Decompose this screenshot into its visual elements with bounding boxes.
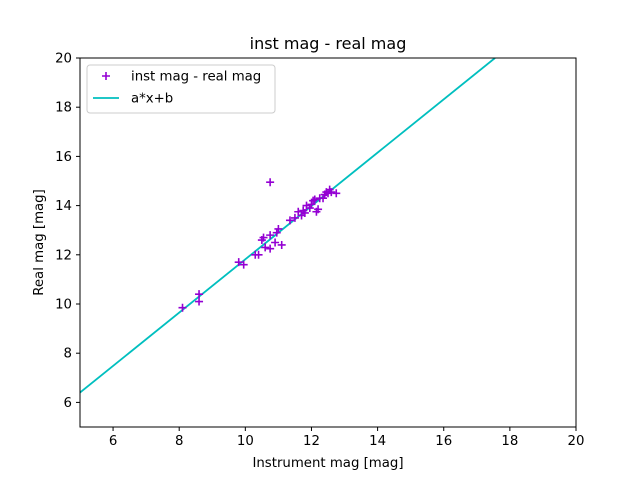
data-point bbox=[271, 238, 280, 247]
y-axis: 6 8 10 12 14 16 18 20 bbox=[55, 52, 80, 411]
x-tick-label: 10 bbox=[237, 434, 254, 449]
data-point bbox=[266, 244, 275, 253]
data-point bbox=[307, 200, 316, 209]
data-point bbox=[195, 297, 204, 306]
legend-plus-marker-icon bbox=[102, 72, 110, 80]
y-tick-label: 6 bbox=[64, 396, 72, 411]
data-point bbox=[305, 204, 314, 213]
x-tick-label: 18 bbox=[501, 434, 518, 449]
y-tick-label: 20 bbox=[55, 52, 72, 67]
plot-frame bbox=[79, 57, 577, 428]
x-axis-label: Instrument mag [mag] bbox=[252, 456, 403, 471]
y-tick-label: 16 bbox=[55, 150, 72, 165]
y-axis-label: Real mag [mag] bbox=[32, 189, 47, 296]
y-tick-label: 12 bbox=[55, 248, 72, 263]
data-point bbox=[261, 243, 270, 252]
data-point bbox=[259, 233, 268, 242]
fit-line-layer bbox=[80, 58, 496, 394]
data-point bbox=[290, 213, 299, 222]
plot-area bbox=[80, 58, 576, 427]
y-tick-label: 14 bbox=[55, 199, 72, 214]
legend-label-scatter: inst mag - real mag bbox=[131, 70, 261, 85]
x-tick-label: 16 bbox=[435, 434, 452, 449]
data-point bbox=[239, 260, 248, 269]
legend: inst mag - real mag a*x+b bbox=[86, 64, 276, 114]
data-point bbox=[272, 228, 281, 237]
data-point bbox=[274, 224, 283, 233]
data-point bbox=[178, 303, 187, 312]
y-tick-label: 8 bbox=[64, 347, 72, 362]
data-point bbox=[310, 195, 319, 204]
data-point bbox=[314, 205, 323, 214]
data-point bbox=[332, 189, 341, 198]
legend-box bbox=[86, 64, 276, 114]
data-point bbox=[300, 208, 309, 217]
legend-entry-scatter: inst mag - real mag bbox=[102, 70, 261, 85]
y-tick-label: 18 bbox=[55, 101, 72, 116]
data-point bbox=[285, 216, 294, 225]
data-point bbox=[266, 178, 275, 187]
data-point bbox=[309, 196, 318, 205]
data-point bbox=[327, 188, 336, 197]
x-tick-label: 14 bbox=[369, 434, 386, 449]
data-point bbox=[234, 258, 243, 267]
data-point bbox=[319, 194, 328, 203]
data-point bbox=[277, 240, 286, 249]
fit-line bbox=[80, 58, 496, 394]
x-tick-label: 6 bbox=[109, 434, 117, 449]
data-point bbox=[195, 290, 204, 299]
x-tick-label: 20 bbox=[568, 434, 585, 449]
scatter-points-layer bbox=[178, 178, 341, 312]
y-tick-label: 10 bbox=[55, 298, 72, 313]
data-point bbox=[254, 250, 263, 259]
data-point bbox=[266, 231, 275, 240]
x-tick-label: 12 bbox=[303, 434, 320, 449]
x-tick-label: 8 bbox=[175, 434, 183, 449]
legend-entry-line: a*x+b bbox=[93, 92, 173, 107]
chart-title: inst mag - real mag bbox=[250, 34, 407, 53]
legend-label-line: a*x+b bbox=[131, 92, 173, 107]
x-axis: 6 8 10 12 14 16 18 20 bbox=[109, 427, 585, 449]
legend-plus-marker bbox=[102, 72, 110, 80]
